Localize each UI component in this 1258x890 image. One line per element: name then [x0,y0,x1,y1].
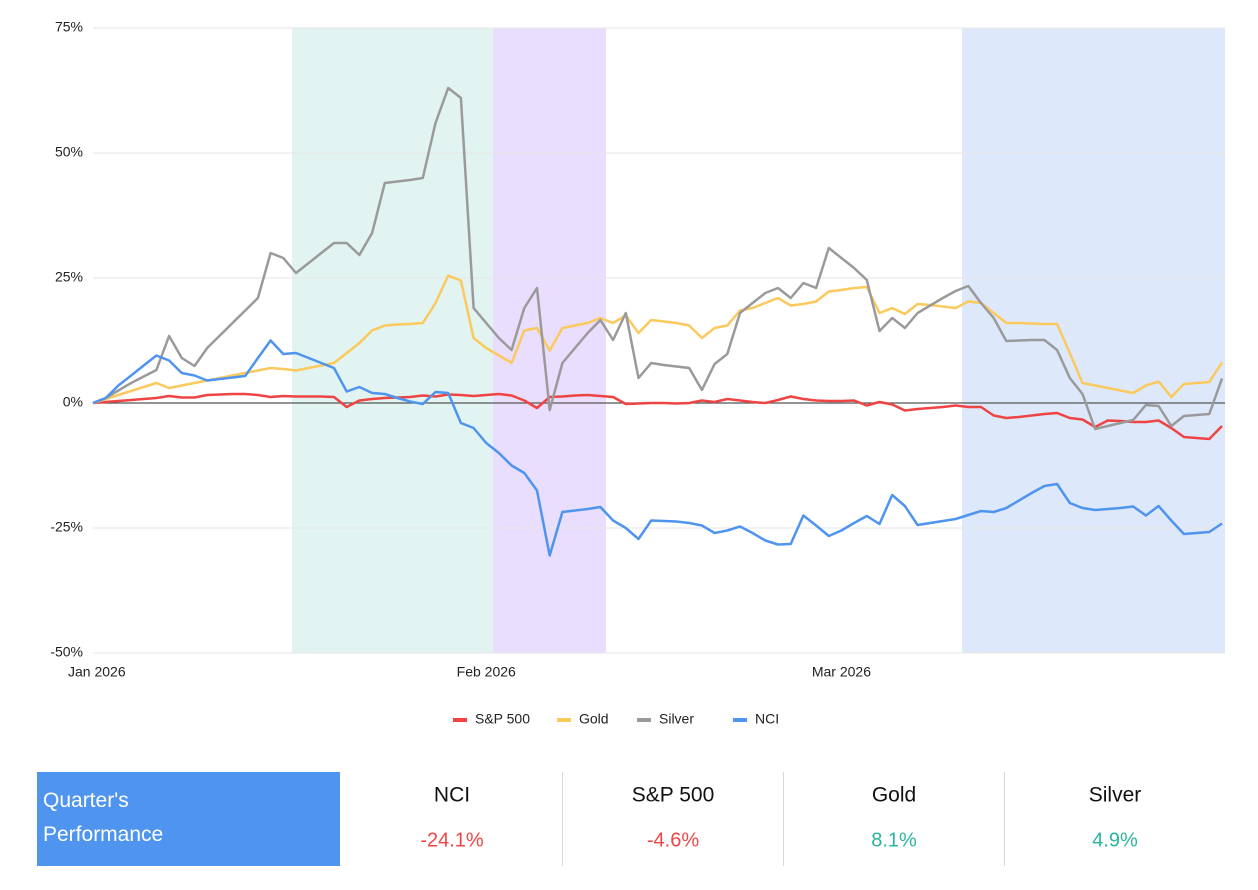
legend: S&P 500 Gold Silver NCI [453,711,779,727]
y-tick-label: 25% [55,269,83,285]
column-header: S&P 500 [632,784,715,807]
column-header: Gold [872,784,916,807]
grid: -50% -25% 0% 25% 50% 75% Jan 2026 Feb 2026 Mar 2… [50,19,1225,680]
x-tick-label: Mar 2026 [812,664,871,680]
legend-label: Gold [579,711,609,727]
y-tick-label: -50% [50,644,83,660]
column-value: -24.1% [420,829,484,851]
column-header: NCI [434,784,470,807]
x-tick-label: Jan 2026 [68,664,126,680]
legend-label: Silver [659,711,694,727]
legend-label: S&P 500 [475,711,530,727]
x-tick-label: Feb 2026 [457,664,516,680]
y-tick-label: 50% [55,144,83,160]
performance-title-text: Quarter's Performance [43,789,164,846]
series-line [92,86,1224,431]
series-line [92,274,1224,405]
series-line [92,392,1223,441]
column-header: Silver [1089,784,1142,807]
lines [92,86,1224,557]
shaded-period [292,28,493,653]
column-value: -4.6% [647,829,699,851]
shaded-period [962,28,1225,653]
y-tick-label: 0% [63,394,83,410]
y-tick-label: -25% [50,519,83,535]
legend-label: NCI [755,711,779,727]
shaded-period [493,28,606,653]
performance-table: NCI -24.1% S&P 500 -4.6% Gold 8.1% Silver 4.9% [420,772,1141,866]
y-tick-label: 75% [55,19,83,35]
column-value: 8.1% [871,829,917,851]
series-line [92,339,1223,557]
column-value: 4.9% [1092,829,1138,851]
performance-title: Quarter's Performance [37,772,340,866]
